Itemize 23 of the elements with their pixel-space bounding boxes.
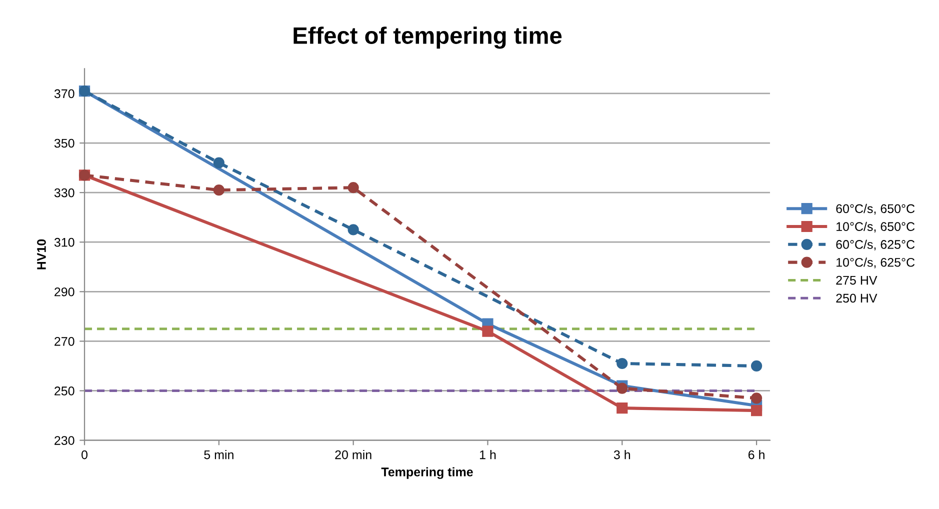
y-tick-label: 250 bbox=[54, 386, 74, 396]
x-tick-label: 3 h bbox=[614, 450, 630, 460]
legend-label: 60°C/s, 625°C bbox=[836, 240, 915, 250]
y-tick-label: 350 bbox=[54, 138, 74, 148]
y-tick-label: 270 bbox=[54, 337, 74, 346]
x-axis-title: Tempering time bbox=[381, 467, 473, 479]
x-tick-label: 6 h bbox=[748, 450, 764, 460]
y-tick-label: 370 bbox=[54, 89, 74, 98]
x-tick-label: 5 min bbox=[204, 450, 234, 460]
legend-label: 250 HV bbox=[836, 294, 878, 303]
y-axis-title: HV10 bbox=[37, 239, 46, 270]
legend-label: 10°C/s, 625°C bbox=[836, 258, 915, 268]
legend-label: 275 HV bbox=[836, 276, 878, 285]
x-tick-label: 1 h bbox=[480, 450, 496, 460]
y-tick-label: 230 bbox=[54, 436, 74, 445]
x-tick-label: 20 min bbox=[335, 450, 372, 460]
y-tick-label: 310 bbox=[54, 238, 74, 247]
y-tick-label: 290 bbox=[54, 287, 74, 296]
y-tick-label: 330 bbox=[54, 188, 74, 198]
legend-label: 10°C/s, 650°C bbox=[836, 222, 915, 232]
chart-title: Effect of tempering time bbox=[294, 26, 562, 49]
x-tick-label: 0 bbox=[82, 450, 88, 460]
legend-label: 60°C/s, 650°C bbox=[836, 204, 915, 215]
